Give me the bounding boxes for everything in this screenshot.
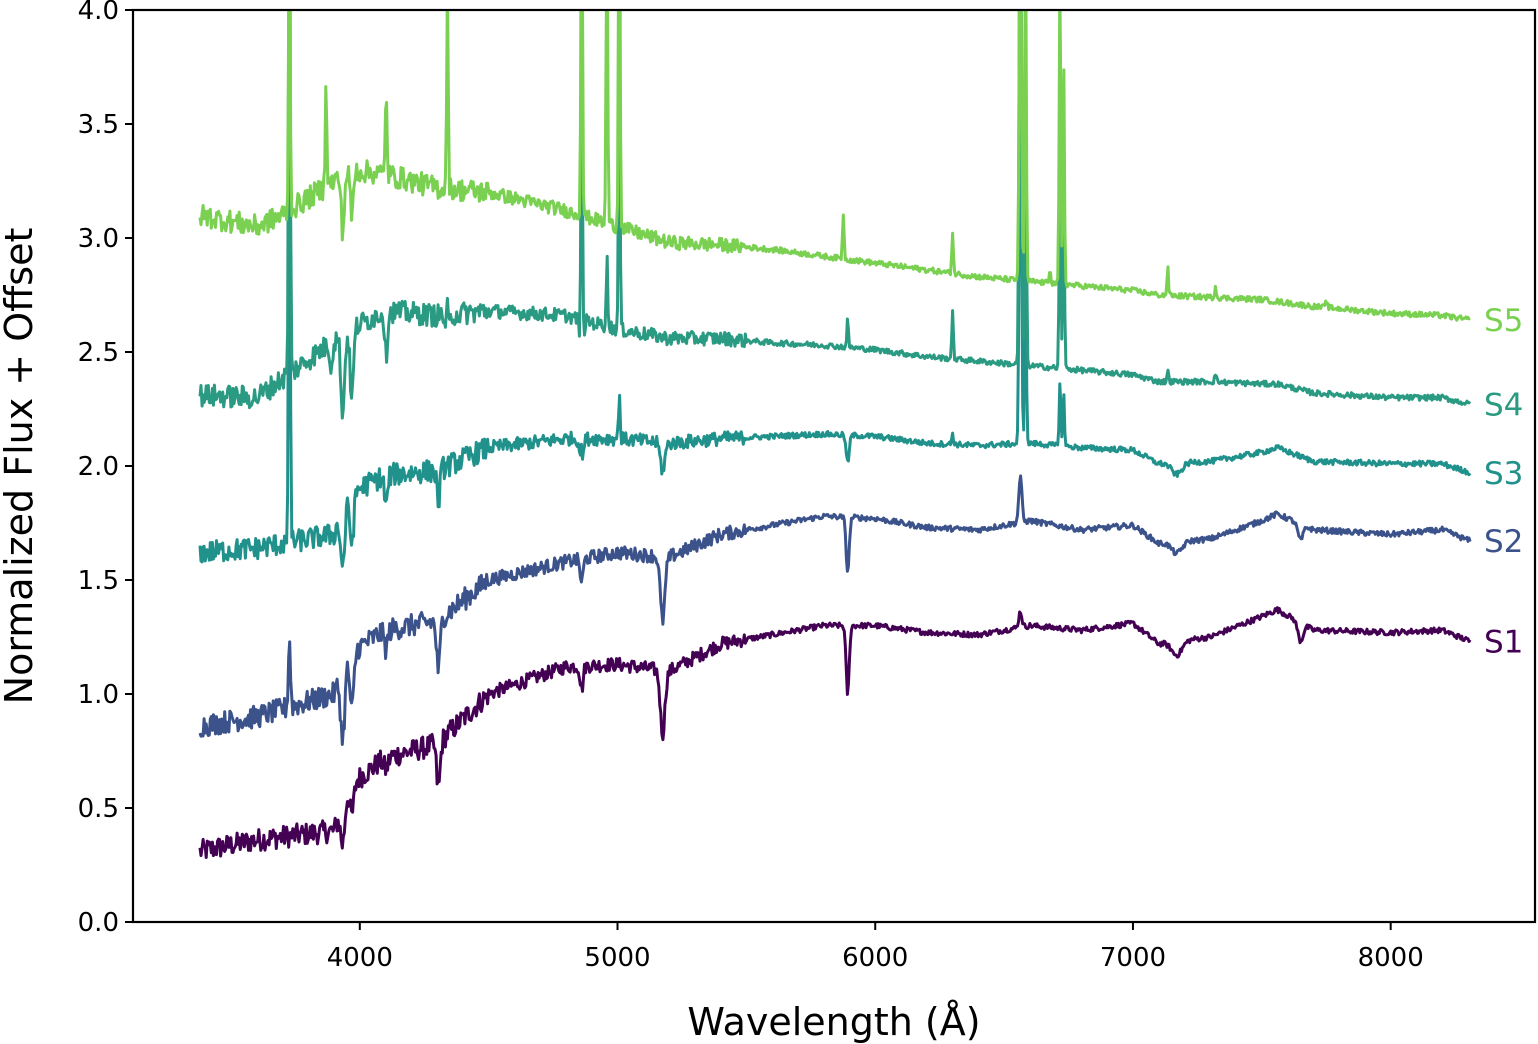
x-tick-label: 5000	[584, 943, 650, 973]
x-tick-label: 4000	[327, 943, 393, 973]
series-line-s1	[198, 606, 1472, 859]
series-line-s2	[198, 474, 1472, 746]
series-label-s5: S5	[1484, 303, 1523, 339]
y-tick-label: 0.0	[78, 908, 119, 938]
x-axis-title: Wavelength (Å)	[687, 1000, 980, 1044]
series-layer	[198, 10, 1472, 859]
y-tick-label: 2.0	[78, 452, 119, 482]
y-tick-label: 3.0	[78, 224, 119, 254]
series-line-s3	[198, 10, 1472, 568]
series-label-s2: S2	[1484, 524, 1523, 560]
x-tick-label: 6000	[842, 943, 908, 973]
y-tick-label: 2.5	[78, 338, 119, 368]
series-label-s3: S3	[1484, 456, 1523, 492]
y-tick-label: 1.5	[78, 566, 119, 596]
series-label-s1: S1	[1484, 625, 1523, 661]
series-line-s5	[198, 10, 1471, 322]
series-label-s4: S4	[1484, 387, 1523, 423]
y-tick-label: 4.0	[78, 0, 119, 26]
y-tick-label: 0.5	[78, 794, 119, 824]
plot-frame	[131, 8, 1537, 924]
y-tick-label: 1.0	[78, 680, 119, 710]
series-label-layer: S1 S2 S3 S4 S5	[1484, 303, 1523, 660]
y-tick-label: 3.5	[78, 110, 119, 140]
series-line-s4	[198, 10, 1472, 420]
axes: 4000 5000 6000 7000 8000 0.0 0.5 1.0 1.5 2.0 2.5 3.…	[78, 0, 1537, 973]
x-tick-label: 7000	[1100, 943, 1166, 973]
x-tick-label: 8000	[1358, 943, 1424, 973]
y-axis-title: Normalized Flux + Offset	[0, 228, 41, 705]
